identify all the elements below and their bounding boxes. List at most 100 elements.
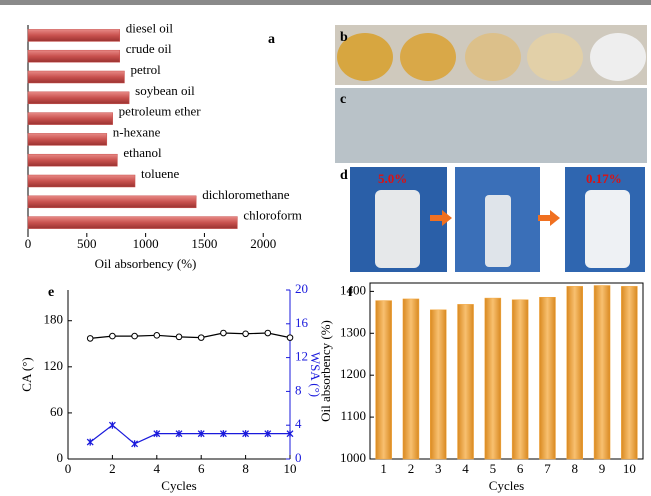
- bar: [28, 92, 129, 104]
- category-label: ethanol: [123, 145, 162, 160]
- category-label: petroleum ether: [119, 104, 202, 119]
- bar: [430, 310, 446, 459]
- x-tick-label: 2: [109, 461, 116, 476]
- figure: b c d 5.0% 0.17% a0500100015002000Oil ab…: [0, 0, 651, 496]
- marker: [132, 333, 138, 339]
- panel-letter: b: [340, 30, 348, 45]
- x-tick-label: 9: [599, 461, 606, 476]
- category-label: n-hexane: [113, 124, 161, 139]
- vial: [585, 190, 630, 268]
- category-label: dichloromethane: [202, 187, 290, 202]
- panel-letter: c: [340, 92, 346, 107]
- y-tick-label: 1300: [340, 324, 366, 339]
- y-tick-label: 60: [50, 404, 63, 419]
- bar: [458, 304, 474, 459]
- x-tick-label: 8: [242, 461, 249, 476]
- x-tick-label: 4: [154, 461, 161, 476]
- marker: [176, 334, 182, 340]
- vial: [375, 190, 420, 268]
- x-tick-label: 1500: [191, 236, 217, 251]
- bar: [28, 196, 196, 208]
- bar: [28, 154, 117, 166]
- y2-tick-label: 0: [295, 450, 302, 465]
- x-tick-label: 2000: [250, 236, 276, 251]
- y-axis-label: Oil absorbency (%): [318, 320, 333, 422]
- bar: [485, 298, 501, 459]
- marker: [110, 333, 116, 339]
- bar: [567, 286, 583, 459]
- y-tick-label: 1000: [340, 450, 366, 465]
- bar: [28, 217, 237, 229]
- x-tick-label: 2: [408, 461, 415, 476]
- y-tick-label: 1100: [340, 408, 366, 423]
- x-tick-label: 0: [25, 236, 32, 251]
- photo-panels: b c d 5.0% 0.17%: [335, 25, 647, 272]
- marker: [132, 440, 138, 447]
- marker: [87, 439, 93, 446]
- bar: [539, 297, 555, 459]
- y-tick-label: 120: [44, 358, 64, 373]
- x-tick-label: 7: [544, 461, 551, 476]
- x-axis-label: Cycles: [161, 478, 196, 493]
- bar: [512, 300, 528, 459]
- y-tick-label: 0: [57, 450, 64, 465]
- y2-tick-label: 8: [295, 382, 302, 397]
- x-tick-label: 6: [517, 461, 524, 476]
- category-label: toluene: [141, 166, 179, 181]
- bar: [376, 301, 392, 459]
- x-tick-label: 4: [462, 461, 469, 476]
- marker: [87, 336, 93, 342]
- y-axis-label: CA (°): [19, 357, 34, 391]
- bar: [28, 113, 113, 125]
- y2-tick-label: 16: [295, 315, 309, 330]
- series-line: [90, 333, 290, 338]
- x-tick-label: 10: [623, 461, 636, 476]
- y-tick-label: 1400: [340, 282, 366, 297]
- y-tick-label: 180: [44, 312, 64, 327]
- y-tick-label: 1200: [340, 366, 366, 381]
- vial: [485, 195, 511, 267]
- x-tick-label: 0: [65, 461, 72, 476]
- category-label: crude oil: [126, 41, 172, 56]
- dishes: [337, 33, 646, 81]
- marker: [154, 333, 160, 339]
- panel-letter: a: [268, 32, 275, 47]
- series-line: [90, 425, 290, 444]
- x-axis-label: Oil absorbency (%): [95, 256, 197, 271]
- annotation: 0.17%: [586, 171, 622, 186]
- x-axis-label: Cycles: [489, 478, 524, 493]
- bar: [28, 50, 120, 62]
- panel-letter: e: [48, 285, 54, 300]
- category-label: soybean oil: [135, 83, 195, 98]
- x-tick-label: 6: [198, 461, 205, 476]
- bar: [28, 175, 135, 187]
- bar: [594, 286, 610, 459]
- y2-tick-label: 4: [295, 416, 302, 431]
- marker: [198, 335, 204, 341]
- bar: [28, 71, 124, 83]
- arrow: [538, 210, 560, 226]
- top-rule: [0, 0, 651, 5]
- marker: [221, 330, 227, 336]
- marker: [109, 422, 115, 429]
- x-tick-label: 500: [77, 236, 97, 251]
- marker: [287, 335, 293, 341]
- marker: [243, 331, 249, 337]
- x-tick-label: 5: [490, 461, 497, 476]
- category-label: petrol: [130, 62, 161, 77]
- y2-tick-label: 20: [295, 281, 308, 296]
- bar: [403, 299, 419, 459]
- marker: [265, 330, 271, 336]
- x-tick-label: 3: [435, 461, 442, 476]
- bar: [28, 29, 120, 41]
- y2-tick-label: 12: [295, 349, 308, 364]
- category-label: diesel oil: [126, 20, 174, 35]
- x-tick-label: 8: [572, 461, 579, 476]
- x-tick-label: 1: [380, 461, 387, 476]
- photo-c: [335, 88, 647, 163]
- bar: [621, 286, 637, 459]
- x-tick-label: 1000: [133, 236, 159, 251]
- panel-letter: d: [340, 168, 348, 183]
- category-label: chloroform: [243, 208, 301, 223]
- annotation: 5.0%: [378, 171, 407, 186]
